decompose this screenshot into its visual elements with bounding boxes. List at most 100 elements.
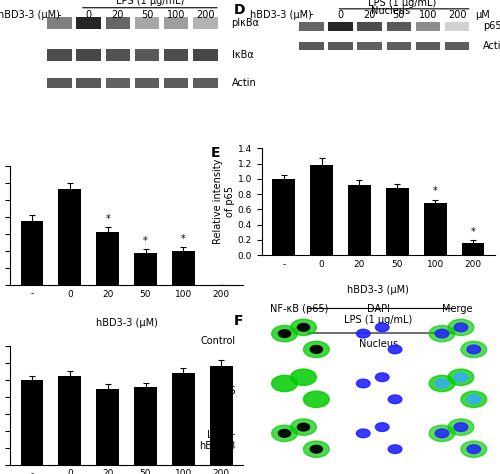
Text: -: - [310,9,313,19]
Bar [48,78,72,88]
Circle shape [435,429,449,438]
Text: Merge: Merge [442,304,472,314]
Bar [416,42,440,50]
Bar [386,188,408,255]
Circle shape [461,341,486,357]
Circle shape [454,423,468,431]
Bar [106,78,130,88]
Bar [424,203,446,255]
Circle shape [304,391,329,408]
Circle shape [376,423,389,431]
Y-axis label: Relative intensity
of p65: Relative intensity of p65 [214,159,235,245]
Circle shape [356,329,370,338]
Bar [416,22,440,31]
Text: 200: 200 [196,10,214,20]
Text: hBD3-3 (μM): hBD3-3 (μM) [96,318,158,328]
Text: 20: 20 [364,9,376,19]
Bar [193,49,218,61]
Bar [76,17,101,29]
Text: 0: 0 [86,10,92,20]
Bar [76,49,101,61]
Circle shape [461,441,486,457]
Bar [106,17,130,29]
Circle shape [356,379,370,388]
Bar [193,17,218,29]
Text: E: E [210,146,220,160]
Bar [20,221,44,285]
Circle shape [272,375,297,392]
Circle shape [290,419,316,435]
Text: *: * [143,236,148,246]
Circle shape [467,345,480,354]
Text: *: * [106,214,110,224]
Bar [172,374,195,465]
Text: IκBα: IκBα [232,50,254,60]
Text: LPS (1 μg/mL): LPS (1 μg/mL) [368,0,436,8]
Circle shape [448,369,474,385]
Text: hBD3-3 (μM): hBD3-3 (μM) [250,9,312,19]
Circle shape [376,323,389,332]
Circle shape [448,319,474,336]
Bar [272,179,295,255]
Text: *: * [181,234,186,244]
Bar [193,78,218,88]
Circle shape [388,445,402,454]
Circle shape [388,345,402,354]
Bar [134,253,157,285]
Text: NF-κB (p65): NF-κB (p65) [270,304,329,314]
Bar [358,42,382,50]
Text: p65: p65 [484,21,500,31]
Circle shape [356,429,370,438]
Text: LPS (1 μg/mL): LPS (1 μg/mL) [92,365,160,375]
Circle shape [429,425,455,441]
Bar [358,22,382,31]
Circle shape [304,441,329,457]
Bar [328,42,353,50]
Bar [134,17,159,29]
Bar [134,49,159,61]
Bar [48,17,72,29]
Circle shape [388,395,402,404]
Bar [58,376,81,465]
Bar [164,49,188,61]
Circle shape [278,330,290,337]
Text: hBD3-3 (μM): hBD3-3 (μM) [348,285,410,295]
Text: 50: 50 [392,9,405,19]
Circle shape [310,346,322,353]
Circle shape [461,391,486,408]
Circle shape [376,373,389,382]
Text: LPS (1 μg/mL): LPS (1 μg/mL) [344,315,412,325]
Bar [328,22,353,31]
Text: LPS +
hBD3-3: LPS + hBD3-3 [199,430,235,451]
Text: LPS: LPS [218,386,236,396]
Text: *: * [470,227,476,237]
Bar [386,22,411,31]
Bar [96,389,119,465]
Text: 100: 100 [419,9,437,19]
Text: LPS (1 μg/mL): LPS (1 μg/mL) [116,0,184,6]
Text: Nucleus: Nucleus [359,339,398,349]
Text: F: F [234,314,243,328]
Circle shape [435,379,449,388]
Circle shape [448,419,474,435]
Bar [134,387,157,465]
Circle shape [298,423,310,431]
Bar [210,366,233,465]
Text: *: * [433,186,438,197]
Bar [164,17,188,29]
Bar [299,22,324,31]
Bar [386,42,411,50]
Bar [58,189,81,285]
Bar [20,380,44,465]
Circle shape [429,326,455,342]
Bar [164,78,188,88]
Text: Nucleus: Nucleus [370,6,410,16]
Circle shape [454,323,468,332]
Text: 200: 200 [448,9,466,19]
Circle shape [429,375,455,392]
Circle shape [304,341,329,357]
Text: pIκBα: pIκBα [232,18,260,28]
Text: 100: 100 [167,10,186,20]
Circle shape [310,446,322,453]
Text: Control: Control [200,336,235,346]
